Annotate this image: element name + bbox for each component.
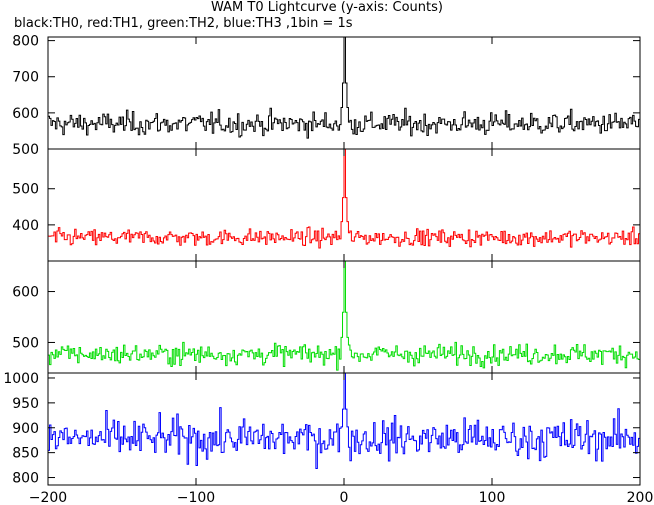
y-tick-label: 900 — [12, 421, 39, 437]
x-tick-label: −200 — [29, 490, 67, 505]
y-tick-label: 800 — [12, 34, 39, 50]
y-tick-label: 400 — [12, 218, 39, 234]
series-line-th2 — [48, 261, 640, 371]
chart-title: WAM T0 Lightcurve (y-axis: Counts) — [211, 0, 443, 15]
x-tick-label: −100 — [177, 490, 215, 505]
y-tick-label: 1000 — [3, 371, 39, 387]
y-tick-label: 500 — [12, 182, 39, 198]
series-line-th3 — [48, 373, 640, 470]
x-tick-label: 100 — [479, 490, 506, 505]
y-tick-label: 500 — [12, 142, 39, 158]
y-tick-label: 600 — [12, 106, 39, 122]
y-tick-label: 700 — [12, 70, 39, 86]
chart-subtitle: black:TH0, red:TH1, green:TH2, blue:TH3 … — [14, 16, 353, 31]
y-tick-label: 600 — [12, 285, 39, 301]
x-tick-label: 0 — [340, 490, 349, 505]
x-tick-label: 200 — [627, 490, 654, 505]
y-tick-label: 500 — [12, 335, 39, 351]
y-tick-label: 950 — [12, 396, 39, 412]
y-tick-label: 850 — [12, 446, 39, 462]
series-line-th0 — [48, 37, 640, 139]
series-line-th1 — [48, 149, 640, 249]
y-tick-label: 800 — [12, 471, 39, 487]
